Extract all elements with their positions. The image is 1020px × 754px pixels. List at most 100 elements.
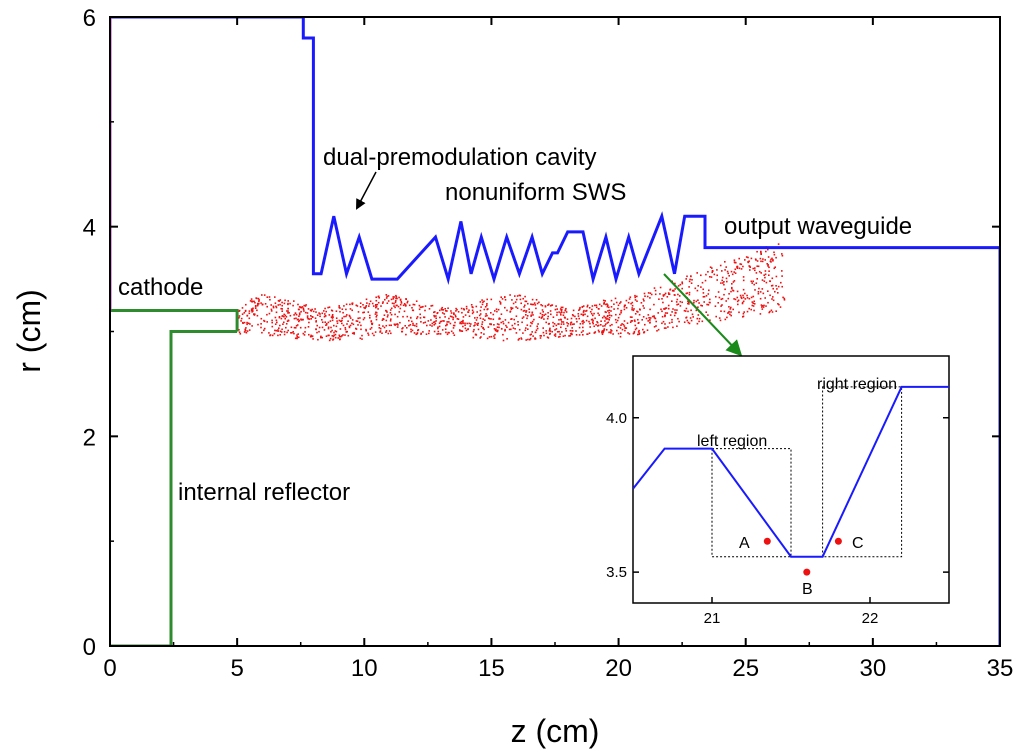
- beam-particle: [246, 330, 249, 332]
- beam-particle: [306, 316, 309, 319]
- beam-particle: [711, 267, 713, 269]
- beam-particle: [736, 300, 739, 303]
- beam-particle: [437, 333, 440, 335]
- beam-particle: [775, 275, 778, 278]
- beam-particle: [578, 317, 580, 320]
- beam-particle: [479, 309, 482, 312]
- beam-particle: [654, 317, 657, 320]
- beam-particle: [484, 319, 486, 321]
- beam-particle: [492, 313, 495, 316]
- beam-particle: [606, 318, 609, 320]
- beam-particle: [582, 313, 584, 316]
- beam-particle: [461, 320, 463, 323]
- beam-particle: [437, 326, 439, 328]
- beam-particle: [355, 328, 358, 330]
- beam-particle: [435, 315, 437, 317]
- beam-particle: [442, 320, 444, 322]
- beam-particle: [256, 304, 259, 307]
- beam-particle: [296, 318, 299, 321]
- beam-particle: [482, 301, 484, 303]
- beam-particle: [274, 296, 276, 298]
- beam-particle: [764, 276, 766, 279]
- beam-particle: [444, 328, 447, 330]
- beam-particle: [383, 326, 386, 329]
- beam-particle: [497, 329, 499, 332]
- beam-particle: [294, 337, 297, 340]
- beam-particle: [777, 303, 779, 305]
- beam-particle: [746, 294, 748, 297]
- beam-particle: [702, 296, 705, 298]
- beam-particle: [450, 312, 453, 314]
- beam-particle: [380, 305, 382, 307]
- beam-particle: [564, 316, 566, 319]
- beam-particle: [399, 321, 401, 324]
- beam-particle: [254, 313, 256, 315]
- beam-particle: [468, 309, 470, 311]
- beam-particle: [504, 299, 507, 301]
- beam-particle: [499, 300, 501, 303]
- beam-particle: [669, 314, 672, 316]
- beam-particle: [641, 319, 643, 321]
- beam-particle: [398, 311, 401, 313]
- beam-particle: [393, 302, 395, 305]
- beam-particle: [516, 295, 519, 297]
- beam-particle: [456, 308, 458, 311]
- beam-particle: [377, 295, 380, 298]
- beam-particle: [441, 306, 443, 309]
- inset-y-tick-label: 4.0: [606, 410, 627, 427]
- beam-particle: [272, 305, 275, 308]
- beam-particle: [247, 322, 250, 325]
- beam-particle: [650, 293, 653, 296]
- beam-particle: [493, 328, 496, 330]
- beam-particle: [585, 319, 588, 322]
- beam-particle: [410, 317, 412, 319]
- beam-particle: [756, 265, 758, 267]
- beam-particle: [280, 307, 282, 310]
- beam-particle: [645, 317, 648, 320]
- beam-particle: [775, 256, 777, 259]
- beam-particle: [395, 299, 397, 302]
- beam-particle: [527, 338, 529, 341]
- beam-particle: [464, 324, 466, 326]
- beam-particle: [339, 328, 342, 330]
- beam-particle: [767, 256, 770, 258]
- beam-particle: [686, 275, 688, 278]
- beam-particle: [289, 314, 292, 317]
- beam-particle: [411, 309, 414, 311]
- beam-particle: [639, 308, 641, 310]
- beam-particle: [687, 321, 690, 324]
- beam-particle: [781, 275, 783, 277]
- beam-particle: [319, 313, 321, 315]
- beam-particle: [281, 304, 283, 307]
- beam-particle: [284, 317, 286, 320]
- beam-particle: [256, 309, 258, 312]
- beam-particle: [649, 317, 652, 319]
- beam-particle: [576, 320, 578, 323]
- beam-particle: [460, 322, 463, 325]
- beam-particle: [707, 304, 710, 306]
- beam-particle: [254, 307, 257, 309]
- beam-particle: [767, 265, 769, 267]
- beam-particle: [375, 305, 377, 307]
- beam-particle: [510, 308, 513, 310]
- beam-particle: [510, 328, 512, 331]
- beam-particle: [302, 332, 305, 335]
- beam-particle: [781, 270, 783, 272]
- beam-particle: [603, 301, 605, 304]
- beam-particle: [538, 301, 540, 304]
- beam-particle: [472, 311, 475, 313]
- beam-particle: [572, 309, 575, 312]
- beam-particle: [454, 314, 457, 317]
- beam-particle: [311, 308, 313, 311]
- beam-particle: [498, 326, 500, 329]
- beam-particle: [474, 322, 476, 324]
- beam-particle: [245, 331, 248, 334]
- beam-particle: [709, 276, 711, 278]
- beam-particle: [425, 333, 428, 335]
- beam-particle: [603, 315, 605, 318]
- beam-particle: [610, 306, 613, 308]
- beam-particle: [547, 304, 549, 306]
- beam-particle: [243, 331, 246, 333]
- beam-particle: [285, 323, 288, 325]
- beam-particle: [388, 324, 391, 327]
